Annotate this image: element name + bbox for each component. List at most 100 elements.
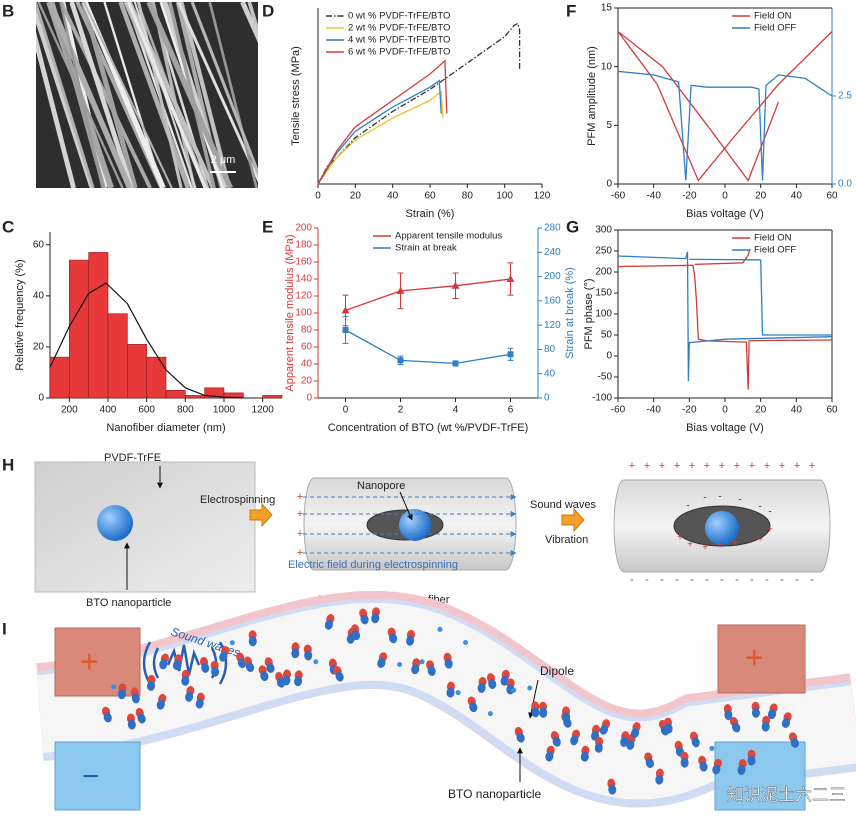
- sem-fiber: [80, 2, 138, 188]
- dipole: [663, 717, 673, 734]
- y-tick-label: 20: [301, 376, 313, 387]
- dipole: [248, 630, 257, 647]
- dipole-neg: [680, 757, 689, 768]
- legend-label: Field ON: [754, 11, 792, 22]
- dipole-neg: [282, 675, 291, 686]
- x-tick-label: 80: [462, 191, 474, 202]
- dipole-neg: [539, 707, 548, 718]
- x-tick-label: 6: [508, 405, 514, 416]
- sem-fiber: [83, 2, 173, 188]
- label: BTO nanoparticle: [448, 787, 541, 801]
- dipole: [291, 642, 300, 659]
- dipole-neg: [570, 735, 579, 746]
- marker: [342, 327, 349, 333]
- y2-tick-label: 160: [544, 295, 561, 306]
- fiber: [36, 602, 856, 800]
- bar: [69, 259, 89, 399]
- y-tick-label: 0: [306, 393, 312, 404]
- marker: [506, 275, 515, 282]
- nanoparticle: [397, 661, 403, 667]
- y-tick-label: 40: [301, 359, 313, 370]
- dipole: [181, 669, 190, 686]
- bar: [262, 395, 283, 399]
- process-arrow: [249, 502, 273, 528]
- x-tick-label: 1000: [213, 405, 236, 416]
- dipole: [258, 665, 269, 682]
- sound-icon: [142, 641, 228, 685]
- dipole-neg: [761, 721, 770, 732]
- y2-tick-label: 2.5: [838, 91, 852, 102]
- series-line: [317, 79, 442, 185]
- x-axis-title: Nanofiber diameter (nm): [106, 422, 225, 434]
- dipole: [101, 706, 112, 723]
- dipole-neg: [767, 709, 777, 720]
- x-tick-label: 4: [453, 405, 459, 416]
- y-axis-title: Relative frequency (%): [14, 259, 26, 370]
- dipole-neg: [335, 671, 344, 682]
- bar: [88, 252, 109, 399]
- x-tick-label: 400: [100, 405, 117, 416]
- nanoparticle: [705, 511, 739, 545]
- dipole: [712, 758, 722, 775]
- nanoparticle: [511, 687, 517, 693]
- dipole-neg: [594, 742, 603, 753]
- nanoparticle: [97, 505, 133, 541]
- series-line: [617, 251, 833, 382]
- sem-fiber: [59, 2, 152, 188]
- dipole-neg: [645, 758, 654, 769]
- dipole: [644, 752, 654, 769]
- label: Dipole: [540, 664, 574, 678]
- y2-tick-label: 80: [544, 344, 556, 355]
- y-axis-title: PFM phase (°): [583, 278, 595, 349]
- sem-fiber: [126, 2, 207, 188]
- x-tick-label: 40: [791, 191, 803, 202]
- dipole: [324, 614, 335, 630]
- dipole: [751, 701, 760, 718]
- y-tick-label: 10: [601, 61, 613, 72]
- dipole-neg: [545, 751, 554, 762]
- dipole-neg: [219, 651, 228, 662]
- electrode-sign: +: [745, 639, 764, 675]
- y-tick-label: 0: [606, 351, 612, 362]
- y-tick-label: 100: [295, 308, 312, 319]
- dipole-neg: [790, 738, 799, 748]
- x-axis-title: Bias voltage (V): [686, 208, 764, 220]
- y-axis-title: Apparent tensile modulus (MPa): [284, 234, 296, 391]
- dipole-neg: [427, 666, 436, 676]
- dipole-neg: [599, 724, 609, 735]
- nanoparticle: [419, 659, 425, 665]
- bar: [107, 313, 128, 399]
- dipole: [377, 652, 388, 668]
- dipole: [788, 732, 799, 748]
- series-line: [317, 59, 448, 185]
- dipole: [172, 654, 183, 670]
- x-axis-title: Concentration of BTO (wt %/PVDF-TrFE): [328, 422, 529, 434]
- dipole-neg: [446, 687, 455, 698]
- y-tick-label: 250: [595, 246, 612, 257]
- dipole: [737, 759, 747, 775]
- dipole-neg: [552, 736, 561, 747]
- fit-curve: [49, 282, 244, 399]
- charge: -: [795, 574, 799, 586]
- dipole: [219, 646, 230, 662]
- x-tick-label: -40: [646, 191, 661, 202]
- dipole: [698, 755, 708, 772]
- bar: [49, 356, 70, 399]
- series-line: [317, 90, 444, 185]
- dipole: [531, 701, 540, 718]
- x-tick-label: -20: [682, 191, 697, 202]
- dipole: [626, 733, 636, 750]
- dipole: [159, 653, 169, 670]
- dipole-neg: [211, 666, 220, 677]
- dipole: [689, 731, 700, 748]
- y-tick-label: 20: [33, 342, 45, 353]
- dipole: [387, 627, 398, 644]
- dipole-neg: [444, 658, 453, 669]
- x-tick-label: 200: [61, 405, 78, 416]
- label: PVDF-TrFE: [104, 452, 161, 464]
- dipole-neg: [131, 693, 140, 704]
- dipole: [406, 629, 415, 646]
- charge: +: [732, 539, 738, 550]
- dipole: [333, 666, 344, 682]
- dipole-neg: [751, 707, 760, 718]
